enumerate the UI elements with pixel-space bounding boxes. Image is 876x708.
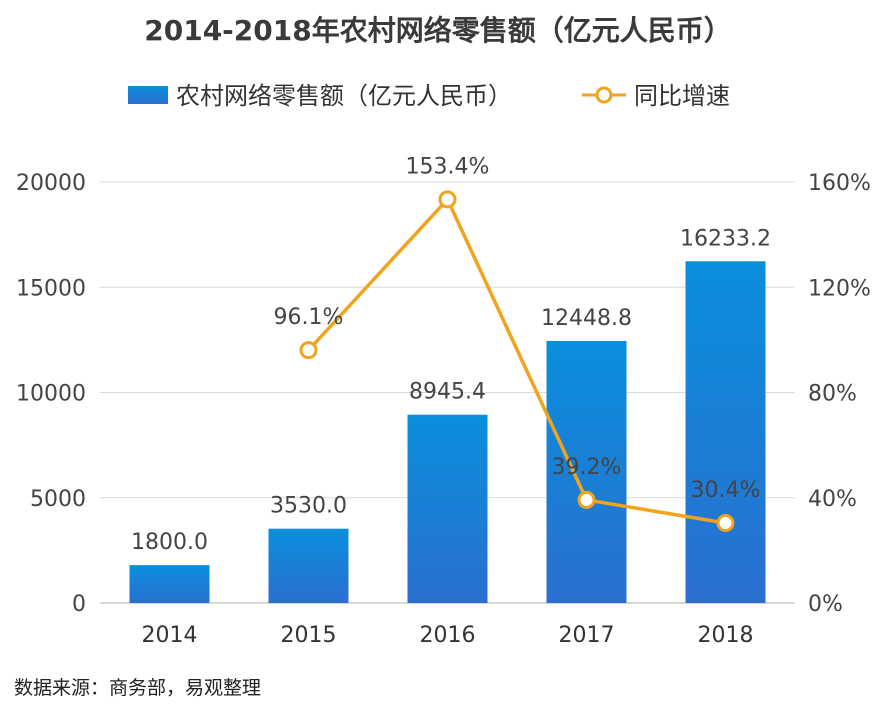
growth-value-label: 96.1% xyxy=(274,305,344,330)
left-axis-ticks: 0 5000 10000 15000 20000 xyxy=(16,171,86,617)
growth-value-label: 30.4% xyxy=(691,478,761,503)
right-tick-label: 40% xyxy=(808,487,857,512)
category-label: 2017 xyxy=(559,623,615,648)
left-tick-label: 5000 xyxy=(30,487,86,512)
legend-line-label: 同比增速 xyxy=(634,82,730,110)
bar-series: 1800.0 3530.0 8945.4 12448.8 16233.2 xyxy=(129,226,771,603)
growth-value-label: 153.4% xyxy=(406,154,490,179)
legend-bar-swatch xyxy=(128,86,168,104)
right-tick-label: 0% xyxy=(808,592,843,617)
left-tick-label: 10000 xyxy=(16,382,86,407)
legend: 农村网络零售额（亿元人民币） 同比增速 xyxy=(128,82,730,110)
left-tick-label: 0 xyxy=(72,592,86,617)
growth-value-label: 39.2% xyxy=(552,455,622,480)
growth-point xyxy=(438,190,457,209)
left-tick-label: 15000 xyxy=(16,276,86,301)
bar xyxy=(407,414,488,603)
source-note: 数据来源：商务部，易观整理 xyxy=(14,677,261,699)
right-tick-label: 80% xyxy=(808,382,857,407)
category-label: 2018 xyxy=(698,623,754,648)
category-axis-labels: 2014 2015 2016 2017 2018 xyxy=(142,623,754,648)
category-label: 2015 xyxy=(281,623,337,648)
left-tick-label: 20000 xyxy=(16,171,86,196)
bar xyxy=(268,528,349,603)
bar xyxy=(129,565,210,603)
growth-line xyxy=(307,197,726,525)
bar xyxy=(685,261,766,603)
category-label: 2016 xyxy=(420,623,476,648)
legend-bar-label: 农村网络零售额（亿元人民币） xyxy=(176,82,512,110)
bar-value-label: 16233.2 xyxy=(680,226,771,251)
legend-line-marker xyxy=(595,86,613,104)
line-series: 96.1% 153.4% 39.2% 30.4% xyxy=(274,154,761,533)
growth-point xyxy=(577,490,596,509)
bar-value-label: 1800.0 xyxy=(131,530,208,555)
right-tick-label: 160% xyxy=(808,171,871,196)
bar-value-label: 8945.4 xyxy=(409,380,486,405)
right-axis-ticks: 0% 40% 80% 120% 160% xyxy=(808,171,871,617)
category-label: 2014 xyxy=(142,623,198,648)
growth-point xyxy=(299,341,318,360)
right-tick-label: 120% xyxy=(808,276,871,301)
growth-point xyxy=(716,514,735,533)
bar-value-label: 3530.0 xyxy=(270,494,347,519)
bar-value-label: 12448.8 xyxy=(541,306,632,331)
bar xyxy=(546,340,627,603)
chart-title: 2014-2018年农村网络零售额（亿元人民币） xyxy=(144,14,731,47)
